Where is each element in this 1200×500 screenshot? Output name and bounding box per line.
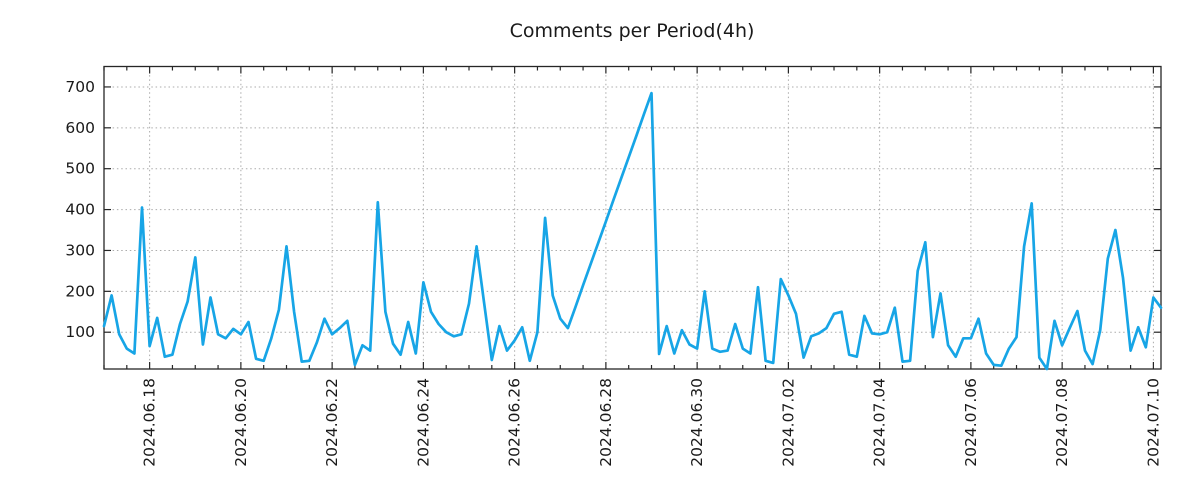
x-tick-label: 2024.06.26 [506,378,524,467]
x-tick-label: 2024.07.10 [1144,378,1162,467]
x-tick-label: 2024.06.24 [414,378,432,467]
chart-title: Comments per Period(4h) [510,20,755,42]
y-tick-label: 400 [65,201,95,219]
y-tick-label: 500 [65,160,95,178]
x-tick-label: 2024.06.28 [597,378,615,467]
x-tick-label: 2024.07.08 [1053,378,1071,467]
x-tick-label: 2024.07.04 [871,378,889,467]
axis-border [103,65,1162,370]
plot-area: 100 200 300 400 500 600 700 2024.06.18 2024.06.2… [65,65,1163,467]
x-tick-label: 2024.06.22 [323,378,341,467]
y-tick-label: 600 [65,119,95,137]
x-tick-label: 2024.07.06 [962,378,980,467]
x-tick-label: 2024.06.18 [141,378,159,467]
x-tick-label: 2024.06.30 [688,378,706,467]
y-tick-label: 300 [65,241,95,259]
data-line [102,91,1163,371]
y-tick-label: 100 [65,323,95,341]
y-tick-label: 700 [65,78,95,96]
x-tick-label: 2024.06.20 [232,378,250,467]
x-tick-label: 2024.07.02 [779,378,797,467]
y-tick-label: 200 [65,282,95,300]
